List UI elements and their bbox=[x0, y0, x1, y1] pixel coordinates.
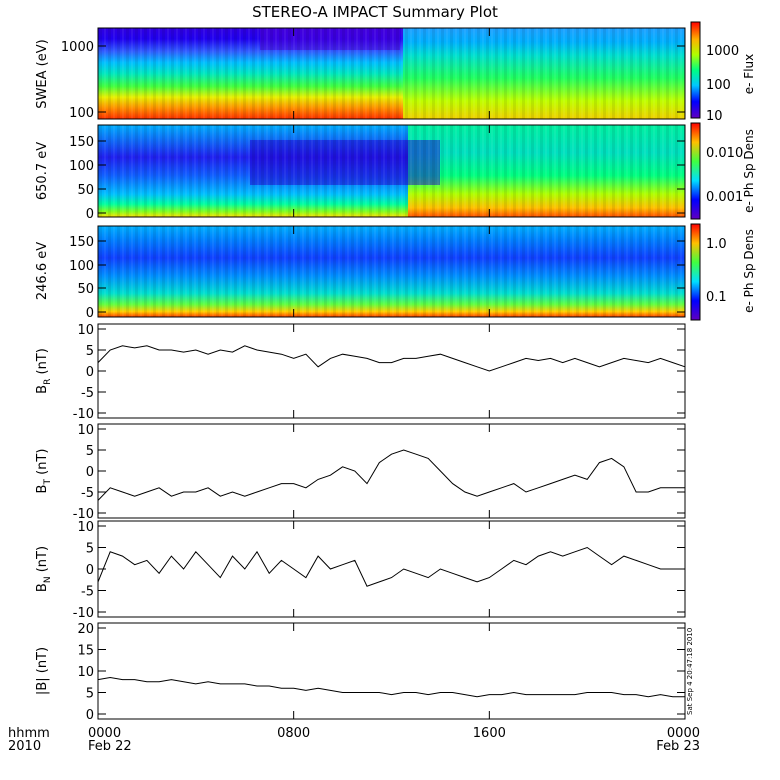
br-ylabel-unit: (nT) bbox=[35, 348, 50, 378]
bt-series-line bbox=[97, 449, 685, 501]
bmag-ylabel-main: |B| (nT) bbox=[35, 647, 50, 695]
bt-ytick-label: -10 bbox=[73, 507, 94, 522]
pad246-cbar-tick: 0.1 bbox=[706, 290, 727, 305]
panel-br: -10 -5 0 5 10 BR (nT) bbox=[35, 323, 686, 422]
pad650-frame bbox=[97, 124, 686, 218]
pad246-y-ticks bbox=[98, 240, 685, 313]
bmag-ytick-label: 5 bbox=[86, 687, 94, 702]
swea-colorbar bbox=[690, 21, 701, 119]
swea-cbar-tick: 10 bbox=[706, 109, 723, 124]
bt-ylabel-sub: T bbox=[43, 479, 53, 486]
bmag-series-line bbox=[97, 676, 685, 698]
swea-texture bbox=[98, 28, 685, 119]
pad246-colorbar bbox=[690, 223, 701, 321]
pad650-ylabel: 650.7 eV bbox=[35, 142, 50, 200]
bn-ytick-label: -5 bbox=[81, 585, 94, 600]
swea-cbar-tick: 1000 bbox=[706, 44, 739, 59]
swea-y-ticks bbox=[98, 45, 685, 113]
br-ytick-label: -5 bbox=[81, 386, 94, 401]
bt-ytick-label: -5 bbox=[81, 486, 94, 501]
x-tick-label: 1600 bbox=[473, 726, 506, 741]
br-ytick-label: -10 bbox=[73, 407, 94, 422]
panel-pad246: 150 100 50 0 246.6 eV 1.0 0.1 e- Ph Sp D… bbox=[35, 223, 756, 321]
pad650-ytick-label: 150 bbox=[69, 135, 94, 150]
pad650-ytick-label: 0 bbox=[86, 207, 94, 222]
bn-ylabel-unit: (nT) bbox=[35, 546, 50, 576]
pad650-cbar-tick: 0.001 bbox=[706, 190, 743, 205]
bn-ytick-label: -10 bbox=[73, 606, 94, 621]
bn-ylabel-main: B bbox=[35, 583, 50, 592]
bn-ylabel-sub: N bbox=[43, 576, 53, 583]
bmag-ytick-label: 0 bbox=[86, 708, 94, 723]
pad246-texture bbox=[98, 226, 685, 317]
br-ylabel-main: B bbox=[35, 385, 50, 394]
x-tick-sublabel: Feb 22 bbox=[88, 739, 132, 754]
bt-ytick-label: 5 bbox=[86, 444, 94, 459]
br-ytick-label: 10 bbox=[77, 323, 94, 338]
x-corner-label-top: hhmm bbox=[8, 726, 50, 741]
panel-pad650: 150 100 50 0 650.7 eV 0.010 0.001 e- Ph … bbox=[35, 122, 756, 222]
bt-ylabel-unit: (nT) bbox=[35, 449, 50, 479]
chart-title: STEREO-A IMPACT Summary Plot bbox=[252, 3, 498, 21]
bmag-ylabel: |B| (nT) bbox=[35, 647, 50, 695]
br-ytick-label: 0 bbox=[86, 365, 94, 380]
swea-frame bbox=[97, 27, 686, 120]
plot-timestamp: Sat Sep 4 20:47:18 2010 bbox=[686, 628, 694, 715]
bmag-frame bbox=[97, 622, 686, 720]
panel-bmag: 0 5 10 15 20 |B| (nT) bbox=[35, 622, 686, 723]
pad650-cbar-label: e- Ph Sp Dens bbox=[742, 129, 756, 213]
pad246-cbar-tick: 1.0 bbox=[706, 237, 727, 252]
panel-swea: 1000 100 SWEA (eV) 1000 100 10 e- Flux bbox=[35, 21, 756, 124]
bmag-ytick-label: 15 bbox=[77, 644, 94, 659]
bn-ytick-label: 10 bbox=[77, 520, 94, 535]
pad246-ytick-label: 100 bbox=[69, 259, 94, 274]
swea-cbar-label: e- Flux bbox=[742, 54, 756, 94]
swea-ytick-label: 100 bbox=[69, 106, 94, 121]
swea-ytick-label: 1000 bbox=[61, 40, 94, 55]
x-tick-label: 0800 bbox=[277, 726, 310, 741]
pad246-ylabel: 246.6 eV bbox=[35, 242, 50, 300]
br-ylabel-sub: R bbox=[43, 379, 53, 385]
panel-bt: -10 -5 0 5 10 BT (nT) bbox=[35, 423, 686, 522]
bmag-ytick-label: 20 bbox=[77, 622, 94, 637]
bn-ylabel: BN (nT) bbox=[35, 546, 53, 592]
pad246-ytick-label: 150 bbox=[69, 235, 94, 250]
bt-ytick-label: 10 bbox=[77, 423, 94, 438]
x-tick-sublabel: Feb 23 bbox=[656, 739, 700, 754]
panel-bn: -10 -5 0 5 10 BN (nT) bbox=[35, 520, 686, 621]
pad650-colorbar bbox=[690, 122, 701, 220]
bn-frame bbox=[97, 520, 686, 618]
pad246-ytick-label: 0 bbox=[86, 306, 94, 321]
x-corner-label-bottom: 2010 bbox=[8, 739, 41, 754]
bt-ylabel: BT (nT) bbox=[35, 449, 53, 494]
pad650-cbar-tick: 0.010 bbox=[706, 146, 743, 161]
x-tick-label: 0000 bbox=[88, 726, 121, 741]
br-frame bbox=[97, 323, 686, 419]
br-series-line bbox=[97, 345, 686, 372]
bt-ytick-label: 0 bbox=[86, 465, 94, 480]
bn-ytick-label: 5 bbox=[86, 542, 94, 557]
bmag-ytick-label: 10 bbox=[77, 665, 94, 680]
pad246-frame bbox=[97, 225, 686, 318]
bn-series-line bbox=[97, 546, 685, 587]
bn-ytick-label: 0 bbox=[86, 563, 94, 578]
pad650-y-ticks bbox=[98, 140, 685, 214]
swea-cbar-tick: 100 bbox=[706, 78, 731, 93]
pad650-ytick-label: 100 bbox=[69, 159, 94, 174]
swea-ylabel: SWEA (eV) bbox=[35, 39, 50, 108]
pad650-texture bbox=[98, 125, 685, 217]
x-tick-label: 0000 bbox=[667, 726, 700, 741]
bt-frame bbox=[97, 423, 686, 519]
br-ytick-label: 5 bbox=[86, 344, 94, 359]
pad650-ytick-label: 50 bbox=[77, 183, 94, 198]
pad246-ytick-label: 50 bbox=[77, 282, 94, 297]
bt-ylabel-main: B bbox=[35, 485, 50, 494]
br-ylabel: BR (nT) bbox=[35, 348, 53, 394]
pad246-cbar-label: e- Ph Sp Dens bbox=[742, 229, 756, 313]
